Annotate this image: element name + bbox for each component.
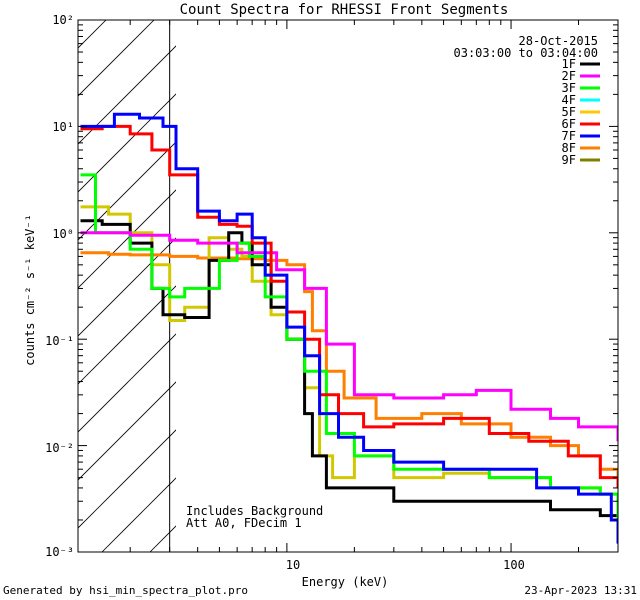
hatch-line: [0, 0, 78, 552]
plot-frame: [77, 19, 619, 553]
legend-label-6f: 6F: [562, 117, 576, 131]
series-7f-line: [80, 112, 618, 544]
series-6f-line: [80, 124, 618, 488]
legend-label-4f: 4F: [562, 93, 576, 107]
series-2f-line: [80, 231, 618, 442]
hatch-line: [78, 45, 176, 145]
x-tick-label: 100: [503, 558, 525, 572]
y-axis-label: counts cm⁻² s⁻¹ keV⁻¹: [23, 214, 37, 366]
legend-label-9f: 9F: [562, 153, 576, 167]
time-range-label: 03:03:00 to 03:04:00: [454, 46, 599, 60]
legend-label-7f: 7F: [562, 129, 576, 143]
y-tick-label: 10²: [52, 13, 74, 27]
series-3f-line: [80, 173, 618, 520]
x-axis-label: Energy (keV): [302, 575, 389, 589]
hatch-line: [78, 189, 176, 289]
date-label: 28-Oct-2015: [519, 34, 598, 48]
hatch-line: [78, 429, 176, 529]
hatch-line: [101, 477, 176, 552]
footer-timestamp: 23-Apr-2023 13:31: [524, 584, 637, 597]
chart-title: Count Spectra for RHESSI Front Segments: [180, 2, 509, 18]
legend-label-5f: 5F: [562, 105, 576, 119]
y-tick-label: 10⁻²: [45, 441, 74, 455]
x-tick-label: 10: [286, 558, 300, 572]
annotation-attenuator: Att A0, FDecim 1: [186, 516, 302, 530]
hatch-line: [78, 381, 176, 481]
hatch-line: [78, 237, 176, 337]
annotation-background: Includes Background: [186, 504, 323, 518]
hatch-line: [78, 141, 176, 241]
legend-label-1f: 1F: [562, 57, 576, 71]
hatch-line: [78, 20, 155, 97]
y-tick-label: 10⁻³: [45, 545, 74, 559]
legend-label-2f: 2F: [562, 69, 576, 83]
legend-label-3f: 3F: [562, 81, 576, 95]
legend-label-8f: 8F: [562, 141, 576, 155]
y-tick-label: 10⁻¹: [45, 334, 74, 348]
y-tick-label: 10⁰: [52, 227, 74, 241]
y-tick-labels: 10² 10¹ 10⁰ 10⁻¹ 10⁻² 10⁻³: [45, 13, 74, 559]
footer-generator: Generated by hsi_min_spectra_plot.pro: [3, 584, 248, 597]
y-tick-label: 10¹: [52, 120, 74, 134]
excluded-region-hatch: [0, 0, 176, 552]
hatch-line: [0, 0, 126, 552]
